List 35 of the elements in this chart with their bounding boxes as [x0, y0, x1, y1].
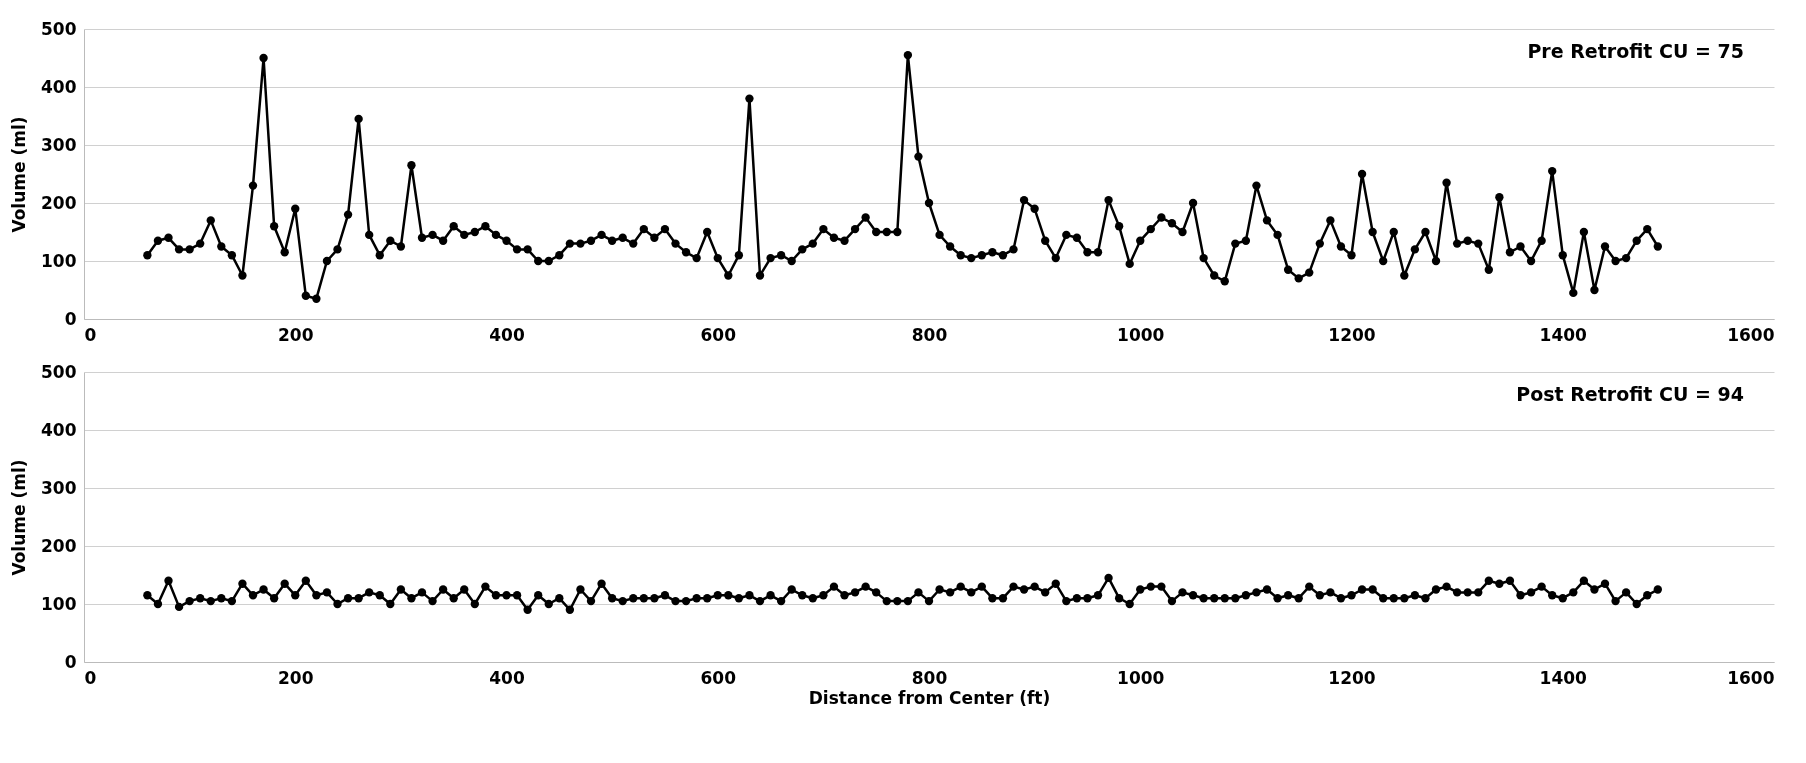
x-tick-label: 1200: [1328, 324, 1376, 345]
y-tick-label: 0: [64, 651, 77, 672]
x-tick-label: 0: [84, 324, 97, 345]
x-tick-label: 1200: [1328, 667, 1376, 688]
x-tick-label: 200: [278, 324, 314, 345]
y-tick-label: 200: [41, 535, 77, 556]
y-tick-label: 0: [64, 308, 77, 329]
y-tick-label: 100: [41, 250, 77, 271]
y-axis-title: Volume (ml): [9, 116, 30, 233]
y-tick-label: 100: [41, 593, 77, 614]
x-tick-label: 400: [489, 324, 525, 345]
y-tick-label: 500: [41, 361, 77, 382]
x-tick-label: 1000: [1117, 324, 1165, 345]
x-tick-label: 200: [278, 667, 314, 688]
x-tick-label: 600: [700, 324, 737, 345]
x-tick-label: 1400: [1539, 324, 1588, 345]
x-tick-label: 800: [911, 324, 948, 345]
x-tick-label: 1400: [1539, 667, 1588, 688]
x-tick-label: 0: [84, 667, 97, 688]
annotation: Post Retrofit CU = 94: [1516, 383, 1744, 405]
y-tick-label: 500: [41, 18, 77, 39]
y-axis-title: Volume (ml): [9, 459, 30, 576]
x-axis-title: Distance from Center (ft): [808, 687, 1051, 708]
y-tick-label: 400: [41, 419, 77, 440]
x-tick-label: 1600: [1727, 667, 1775, 688]
x-tick-label: 1000: [1117, 667, 1165, 688]
y-tick-label: 300: [41, 477, 77, 498]
x-tick-label: 600: [700, 667, 737, 688]
x-tick-label: 800: [911, 667, 948, 688]
annotation: Pre Retrofit CU = 75: [1527, 40, 1744, 62]
y-tick-label: 200: [41, 192, 77, 213]
y-tick-label: 300: [41, 134, 77, 155]
x-tick-label: 400: [489, 667, 525, 688]
y-tick-label: 400: [41, 76, 77, 97]
x-tick-label: 1600: [1727, 324, 1775, 345]
